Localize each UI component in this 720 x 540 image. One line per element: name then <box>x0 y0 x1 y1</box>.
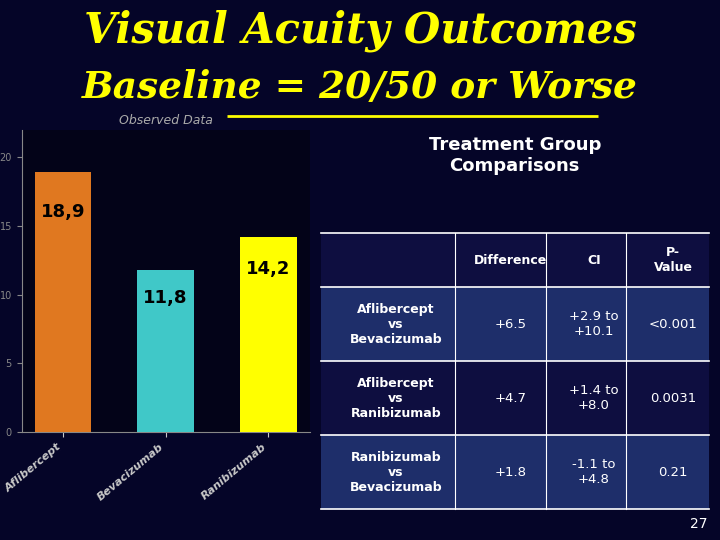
Text: 0.0031: 0.0031 <box>650 392 696 405</box>
Text: 18,9: 18,9 <box>40 204 85 221</box>
Text: +6.5: +6.5 <box>495 318 527 331</box>
Text: Aflibercept
vs
Ranibizumab: Aflibercept vs Ranibizumab <box>351 377 441 420</box>
Text: 0.21: 0.21 <box>659 465 688 478</box>
Text: CI: CI <box>588 254 600 267</box>
Text: +1.8: +1.8 <box>495 465 527 478</box>
Text: P-
Value: P- Value <box>654 246 693 274</box>
Text: +4.7: +4.7 <box>495 392 527 405</box>
Text: 27: 27 <box>690 517 707 531</box>
Bar <box>321 287 708 361</box>
Bar <box>240 237 297 432</box>
Text: +1.4 to
+8.0: +1.4 to +8.0 <box>570 384 618 413</box>
Text: Aflibercept
vs
Bevacizumab: Aflibercept vs Bevacizumab <box>350 303 442 346</box>
Bar <box>138 270 194 432</box>
Bar <box>321 361 708 435</box>
Text: Baseline = 20/50 or Worse: Baseline = 20/50 or Worse <box>82 69 638 106</box>
Bar <box>321 435 708 509</box>
Text: Difference: Difference <box>474 254 547 267</box>
Text: 11,8: 11,8 <box>143 289 188 307</box>
Text: Visual Acuity Outcomes: Visual Acuity Outcomes <box>84 10 636 52</box>
Text: Treatment Group
Comparisons: Treatment Group Comparisons <box>428 136 601 174</box>
Title: Observed Data: Observed Data <box>119 114 212 127</box>
Text: -1.1 to
+4.8: -1.1 to +4.8 <box>572 458 616 486</box>
Text: 14,2: 14,2 <box>246 260 290 278</box>
Text: Ranibizumab
vs
Bevacizumab: Ranibizumab vs Bevacizumab <box>350 451 442 494</box>
Text: +2.9 to
+10.1: +2.9 to +10.1 <box>570 310 618 339</box>
Bar <box>35 172 91 432</box>
Bar <box>321 233 708 287</box>
Text: <0.001: <0.001 <box>649 318 698 331</box>
